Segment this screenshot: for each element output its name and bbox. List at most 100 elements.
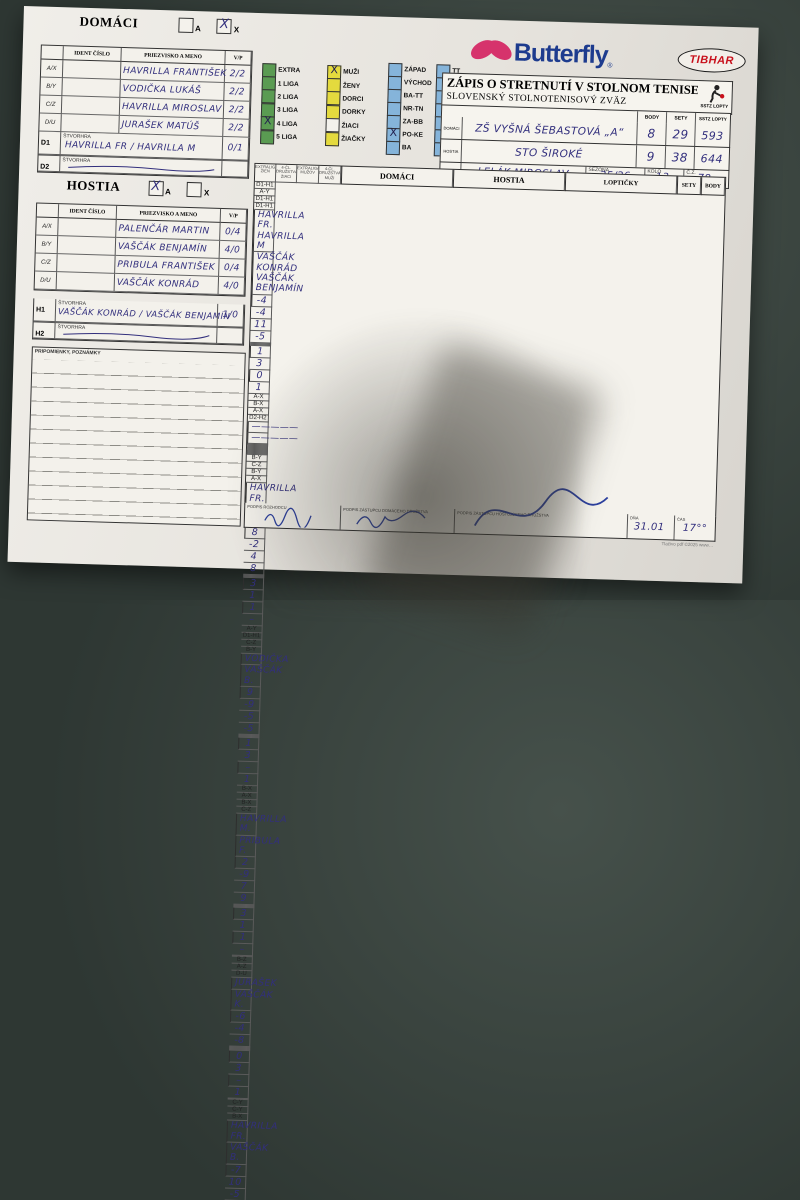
category-label: ŽIAČKY — [341, 135, 366, 144]
checkbox-label: A — [194, 23, 201, 33]
category-color-cell: X — [326, 91, 341, 106]
order-col-header-2: 4-ČL. DRUŽSTVÁ ŽIACI — [275, 164, 298, 184]
league-label: 3 LIGA — [276, 106, 299, 115]
player-vp: 4/0 — [219, 240, 247, 260]
match-guest-player: VAŠČÁK B. — [225, 1142, 269, 1165]
guest-team-sety: 38 — [664, 146, 695, 169]
set-score: -5 — [224, 1188, 247, 1200]
player-row-code: C/Z — [35, 253, 58, 273]
body-home: 0 — [248, 369, 271, 383]
home-doubles-rows: D1 ŠTVORHRA HAVRILLA FR / HAVRILLA M 0/1… — [37, 131, 251, 179]
body-home: – — [228, 1074, 250, 1088]
player-ident-cell — [62, 60, 122, 80]
home-team-designation-checkboxes: X A X X — [177, 16, 240, 34]
player-vp: 0/4 — [219, 258, 246, 278]
body-home: 1 — [232, 931, 254, 945]
date-cell: DŇA 31.01 — [627, 514, 676, 540]
order-col-header-4: 4-ČL. DRUŽSTVÁ MUŽI — [318, 165, 342, 185]
home-col-vp: V/P — [225, 51, 252, 66]
player-row-code: A/X — [36, 217, 59, 237]
match-home-player: HAVRILLA FR. — [226, 1120, 278, 1144]
region-label: ZA-BB — [402, 118, 424, 126]
match-guest-player: VAŠČÁK KONRÁD VAŠČÁK BENJAMÍN — [251, 252, 304, 296]
player-name: VAŠČÁK KONRÁD — [114, 273, 220, 295]
league-legend: X EXTRA X 1 LIGA X 2 LIGA X 3 LIGA — [260, 62, 301, 145]
category-label: ŽIACI — [341, 122, 359, 130]
guest-team-body: 9 — [635, 145, 666, 169]
checkbox-label: X — [233, 24, 240, 34]
player-ident-cell — [62, 78, 121, 98]
league-label: EXTRA — [278, 66, 301, 75]
butterfly-wordmark: Butterfly — [513, 38, 609, 69]
guest-doubles-pair: VAŠČÁK KONRÁD / VAŠČÁK BENJAMÍN — [57, 307, 231, 323]
category-color-cell: X — [326, 63, 342, 80]
body-guest: 1 — [248, 381, 270, 395]
set-score: -5 — [250, 330, 272, 344]
set-score: 4 — [243, 550, 265, 564]
notes-box: PRIPOMIENKY, POZNÁMKY — [26, 346, 246, 527]
time-cell: ČAS 17°° — [674, 516, 715, 541]
player-row-code: D/U — [39, 113, 62, 133]
sstz-player-icon — [709, 84, 725, 103]
empty-row-strike — [68, 165, 215, 172]
empty-row-strike — [63, 332, 210, 340]
match-home-player: JURAŠEK — [230, 977, 277, 990]
player-ident-cell — [56, 272, 116, 292]
score-col-body: BODY — [636, 111, 667, 124]
body-home: 1 — [242, 601, 264, 615]
designation-checkbox: X — [186, 181, 203, 197]
home-signature-cell: PODPIS ZÁSTUPCU DOMÁCEHO DRUŽSTVA — [340, 505, 456, 534]
score-sheet-paper: DOMÁCI X A X X IDENT ČÍSLO PRIEZVISKO A … — [7, 6, 759, 1200]
time-value: 17°° — [682, 522, 708, 535]
set-score: -5 — [238, 722, 260, 736]
set-score: -7 — [225, 1164, 247, 1177]
player-row-code: A/X — [40, 59, 64, 79]
player-ident-cell — [58, 218, 117, 238]
league-label: 1 LIGA — [277, 80, 299, 88]
guest-section-header: HOSTIA X A X X — [66, 177, 209, 197]
set-score: -5 — [238, 710, 261, 724]
region-color-cell: X — [385, 140, 401, 155]
set-score: 9 — [233, 892, 255, 906]
date-value: 31.01 — [633, 521, 665, 534]
set-score: -4 — [229, 1022, 251, 1036]
sety-home: 3 — [242, 577, 265, 591]
guest-doubles-vp: 1/0 — [217, 303, 245, 328]
legend-x-mark: X — [389, 125, 398, 139]
home-team-lopty: 593 — [694, 123, 730, 147]
player-vp: 2/2 — [223, 100, 251, 120]
match-home-player: HAVRILLA M. — [235, 813, 287, 836]
player-row-code: B/Y — [35, 235, 59, 255]
league-color-cell: X — [261, 89, 276, 104]
score-col-sety: SETY — [665, 112, 696, 124]
date-label: DŇA — [630, 515, 639, 521]
checkbox-label: A — [165, 186, 172, 196]
designation-checkbox: X — [148, 178, 164, 196]
match-guest-player: PRIBULA F. — [234, 835, 281, 858]
body-home: – — [237, 761, 259, 775]
player-vp: 4/0 — [218, 276, 246, 296]
guest-section-title: HOSTIA — [66, 177, 121, 194]
region-label: PO-KE — [402, 131, 424, 139]
player-vp: 2/2 — [224, 64, 252, 84]
home-signature — [356, 510, 426, 529]
checkbox-label: X — [203, 187, 210, 198]
league-color-cell: X — [261, 76, 277, 91]
category-color-cell: X — [325, 104, 341, 120]
region-legend: X ZÁPAD X VÝCHOD X BA-TT X NR-TN — [385, 62, 432, 155]
match-guest-player: VAŠČÁK K. — [230, 989, 273, 1012]
sety-guest: 3 — [249, 357, 271, 371]
league-label: 2 LIGA — [277, 93, 299, 102]
guest-signature-cell: PODPIS ZÁSTUPCU HOSŤUJÚCEHO DRUŽSTVA — [454, 488, 629, 539]
set-score: 7 — [233, 880, 256, 894]
brand-header: Butterfly ® — [467, 33, 698, 76]
registered-mark: ® — [607, 62, 613, 70]
guest-doubles-rows: H1 ŠTVORHRA VAŠČÁK KONRÁD / VAŠČÁK BENJA… — [32, 298, 246, 346]
stvorhra-label: ŠTVORHRA — [63, 133, 92, 141]
notes-ruled-lines — [27, 359, 245, 526]
order-col-header-1: EXTRALIGA ŽIEN — [254, 163, 277, 183]
league-label: 5 LIGA — [276, 133, 298, 142]
sety-home: 3 — [232, 907, 255, 921]
d2-row-label: D2 — [40, 163, 50, 171]
home-team-body: 8 — [636, 122, 666, 146]
